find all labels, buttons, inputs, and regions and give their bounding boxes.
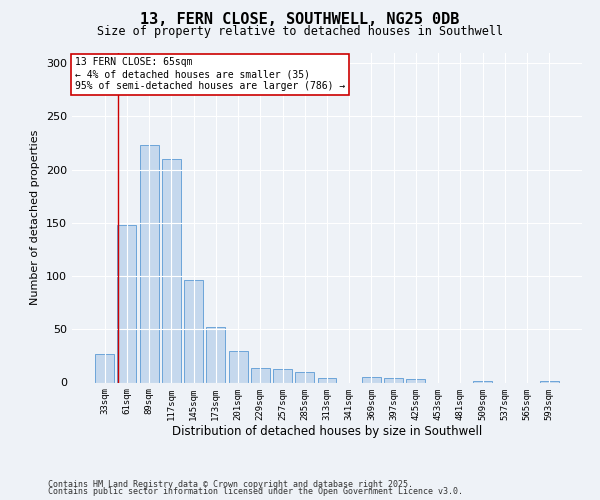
Bar (384, 378, 403, 382)
Bar (95, 354, 114, 382)
Bar (118, 225, 136, 382)
Bar (406, 380, 425, 382)
Text: Contains public sector information licensed under the Open Government Licence v3: Contains public sector information licen… (48, 487, 463, 496)
Y-axis label: Number of detached properties: Number of detached properties (31, 130, 40, 305)
Bar (184, 280, 203, 382)
Bar (317, 378, 337, 382)
Text: 13 FERN CLOSE: 65sqm
← 4% of detached houses are smaller (35)
95% of semi-detach: 13 FERN CLOSE: 65sqm ← 4% of detached ho… (74, 58, 345, 90)
Bar (140, 145, 158, 382)
Bar (273, 368, 292, 382)
Bar (251, 368, 270, 382)
Bar (162, 159, 181, 382)
Text: 13, FERN CLOSE, SOUTHWELL, NG25 0DB: 13, FERN CLOSE, SOUTHWELL, NG25 0DB (140, 12, 460, 28)
Bar (295, 372, 314, 382)
Bar (229, 350, 248, 382)
Text: Contains HM Land Registry data © Crown copyright and database right 2025.: Contains HM Land Registry data © Crown c… (48, 480, 413, 489)
Text: Size of property relative to detached houses in Southwell: Size of property relative to detached ho… (97, 25, 503, 38)
Bar (362, 377, 381, 382)
Bar (206, 327, 225, 382)
X-axis label: Distribution of detached houses by size in Southwell: Distribution of detached houses by size … (172, 425, 482, 438)
